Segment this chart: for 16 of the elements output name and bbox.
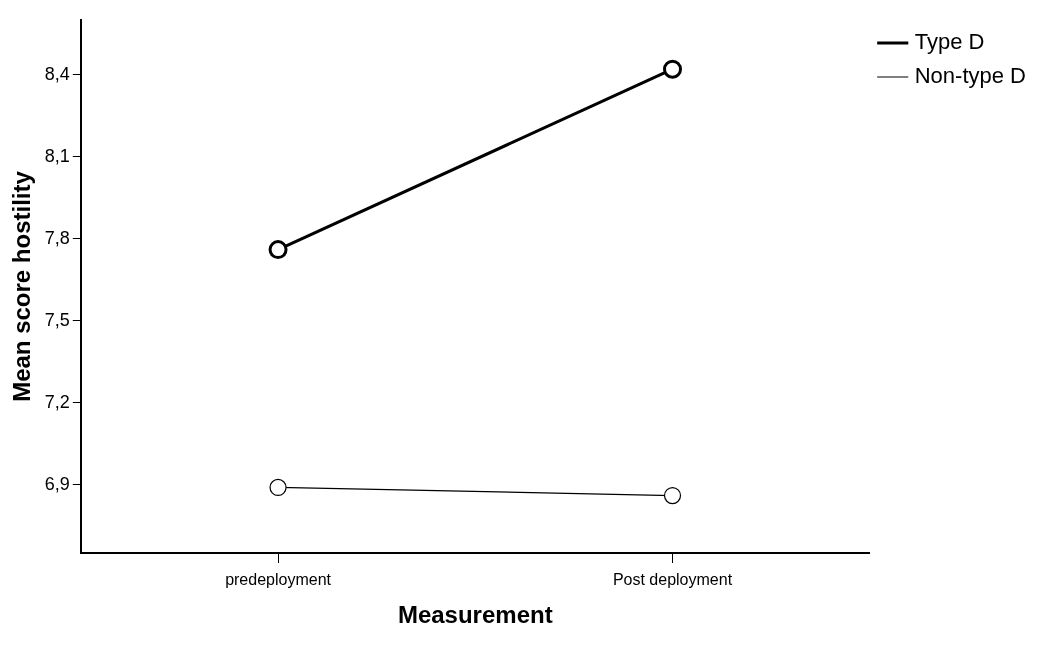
x-axis-title: Measurement [397, 601, 553, 629]
legend-label: Non-type D [914, 63, 1027, 89]
point [663, 59, 683, 79]
y-tick-label: 8,1 [44, 145, 70, 166]
y-tick-label: 7,5 [44, 309, 70, 330]
point [268, 240, 288, 260]
y-tick-label: 6,9 [44, 473, 70, 494]
y-tick-label: 7,8 [44, 227, 70, 248]
x-tick-label: Post deployment [612, 571, 733, 589]
y-tick-label: 8,4 [44, 63, 70, 84]
y-axis-title: Mean score hostility [8, 170, 36, 402]
legend-label: Type D [914, 29, 985, 55]
x-tick-label: predeployment [225, 571, 332, 589]
point [663, 487, 682, 505]
point [269, 478, 287, 496]
y-tick-label: 7,2 [44, 391, 70, 412]
